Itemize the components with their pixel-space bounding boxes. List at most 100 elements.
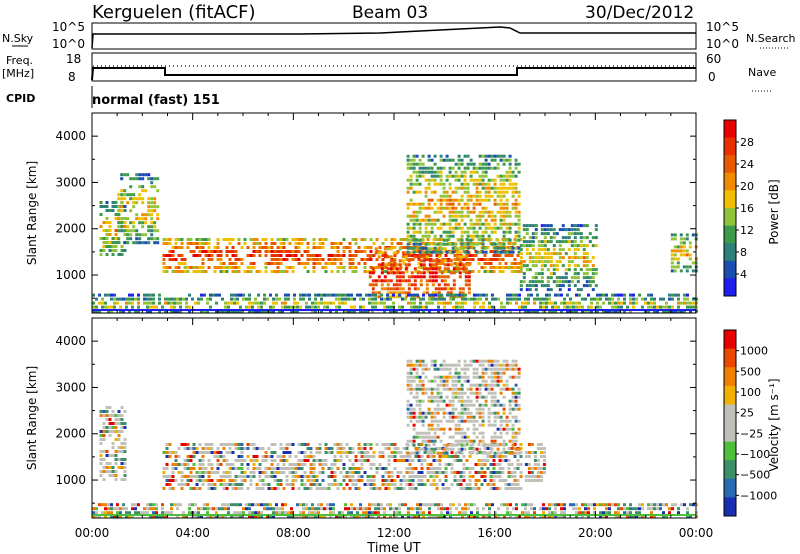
heatmap-cell: [141, 173, 145, 177]
heatmap-cell: [434, 515, 437, 519]
heatmap-cell: [492, 471, 496, 474]
heatmap-cell: [201, 266, 205, 269]
heatmap-cell: [484, 359, 488, 363]
heatmap-cell: [105, 454, 109, 457]
heatmap-cell: [536, 467, 540, 470]
heatmap-cell: [168, 487, 172, 490]
heatmap-cell: [549, 240, 553, 244]
heatmap-cell: [569, 301, 572, 305]
heatmap-cell: [540, 244, 544, 248]
heatmap-cell: [466, 234, 470, 238]
heatmap-cell: [454, 174, 458, 178]
heatmap-cell: [141, 201, 145, 205]
heatmap-cell: [668, 297, 671, 301]
heatmap-cell: [519, 266, 523, 269]
heatmap-cell: [267, 487, 271, 490]
heatmap-cell: [446, 267, 450, 271]
heatmap-cell: [99, 458, 103, 461]
heatmap-cell: [490, 367, 494, 371]
heatmap-cell: [176, 507, 179, 511]
heatmap-cell: [273, 262, 277, 265]
heatmap-cell: [128, 515, 131, 519]
heatmap-cell: [108, 221, 112, 224]
heatmap-cell: [342, 254, 346, 257]
heatmap-cell: [689, 503, 692, 507]
heatmap-cell: [421, 174, 425, 178]
heatmap-cell: [515, 297, 518, 301]
heatmap-cell: [410, 309, 413, 313]
heatmap-cell: [104, 507, 107, 511]
heatmap-cell: [408, 479, 412, 482]
heatmap-cell: [481, 403, 485, 407]
heatmap-cell: [679, 269, 683, 273]
heatmap-cell: [248, 297, 251, 301]
heatmap-cell: [582, 276, 586, 280]
heatmap-cell: [267, 262, 271, 265]
heatmap-cell: [344, 293, 347, 297]
heatmap-cell: [332, 507, 335, 511]
heatmap-cell: [573, 236, 577, 240]
heatmap-cell: [468, 254, 472, 257]
heatmap-cell: [117, 253, 121, 256]
heatmap-cell: [416, 507, 419, 511]
heatmap-cell: [503, 503, 506, 507]
heatmap-cell: [528, 284, 532, 288]
heatmap-cell: [505, 387, 509, 391]
heatmap-cell: [152, 507, 155, 511]
heatmap-cell: [460, 238, 464, 242]
heatmap-cell: [150, 181, 154, 185]
heatmap-cell: [407, 283, 411, 287]
heatmap-cell: [357, 459, 361, 462]
heatmap-cell: [351, 475, 355, 478]
heatmap-cell: [653, 515, 656, 519]
heatmap-cell: [508, 158, 512, 162]
heatmap-cell: [487, 391, 491, 395]
heatmap-cell: [309, 483, 313, 486]
heatmap-cell: [146, 511, 149, 515]
heatmap-cell: [135, 237, 139, 241]
heatmap-cell: [224, 515, 227, 519]
heatmap-cell: [421, 371, 425, 375]
heatmap-cell: [533, 309, 536, 313]
heatmap-cell: [231, 463, 235, 466]
heatmap-cell: [144, 213, 148, 217]
heatmap-cell: [239, 511, 242, 515]
heatmap-cell: [522, 224, 526, 228]
heatmap-cell: [206, 301, 209, 305]
heatmap-cell: [396, 242, 400, 245]
heatmap-cell: [206, 515, 209, 519]
heatmap-cell: [113, 305, 116, 309]
heatmap-cell: [267, 475, 271, 478]
y-tick-label: 2000: [55, 427, 86, 441]
heatmap-cell: [426, 467, 430, 470]
heatmap-cell: [650, 503, 653, 507]
heatmap-cell: [215, 507, 218, 511]
heatmap-cell: [332, 503, 335, 507]
heatmap-cell: [561, 280, 565, 284]
heatmap-cell: [590, 297, 593, 301]
heatmap-cell: [144, 221, 148, 225]
heatmap-cell: [240, 262, 244, 265]
heatmap-cell: [457, 439, 461, 443]
heatmap-cell: [460, 194, 464, 198]
heatmap-cell: [692, 305, 695, 309]
heatmap-cell: [348, 250, 352, 253]
heatmap-cell: [300, 479, 304, 482]
heatmap-cell: [251, 309, 254, 313]
heatmap-cell: [195, 451, 199, 454]
heatmap-cell: [514, 238, 518, 242]
heatmap-cell: [143, 293, 146, 297]
heatmap-cell: [406, 242, 410, 246]
heatmap-cell: [437, 305, 440, 309]
heatmap-cell: [460, 186, 464, 190]
heatmap-cell: [456, 479, 460, 482]
heatmap-cell: [530, 479, 534, 482]
heatmap-cell: [312, 459, 316, 462]
heatmap-cell: [593, 511, 596, 515]
heatmap-cell: [192, 463, 196, 466]
heatmap-cell: [213, 451, 217, 454]
heatmap-cell: [506, 293, 509, 297]
heatmap-cell: [240, 258, 244, 261]
heatmap-cell: [548, 503, 551, 507]
heatmap-cell: [614, 301, 617, 305]
